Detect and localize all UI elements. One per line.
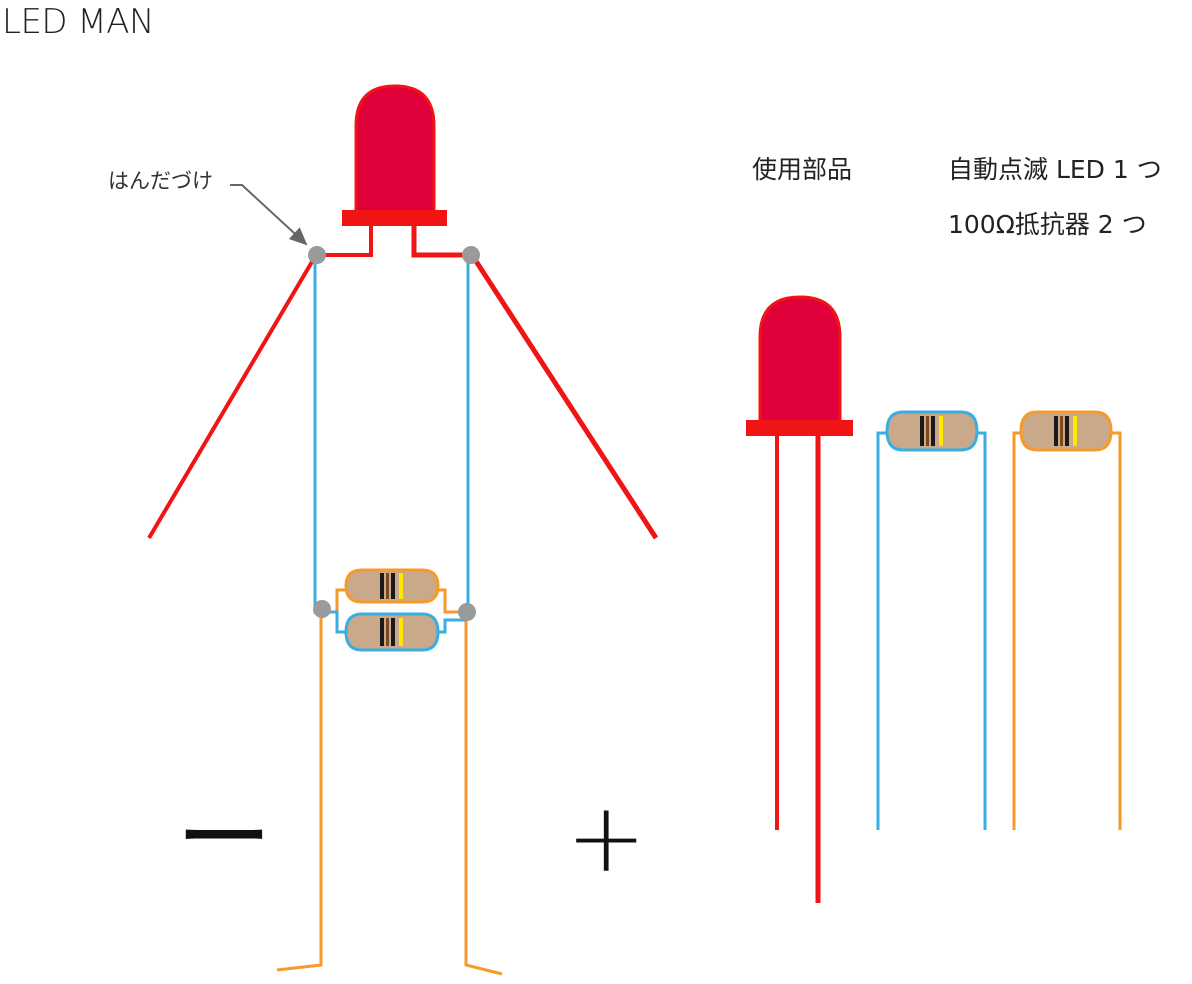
solder-point: [308, 246, 326, 264]
right-arm-wire: [469, 253, 659, 540]
parts-heading: 使用部品: [752, 155, 853, 184]
solder-point: [313, 600, 331, 618]
left-leg-wire: [276, 612, 323, 972]
led-lead-left: [316, 222, 373, 257]
minus-sign: ー: [176, 782, 272, 894]
plus-sign: +: [566, 782, 647, 894]
led-part: [746, 295, 853, 903]
resistor-orange-part: [1012, 410, 1122, 830]
resistor-blue-part: [876, 410, 987, 830]
led-lead-right: [411, 222, 470, 258]
left-body-wire: [313, 255, 322, 614]
head-led: [342, 84, 447, 226]
resistor-orange-figure: [322, 568, 466, 614]
solder-arrow: [230, 184, 308, 246]
solder-point: [462, 246, 480, 264]
parts-item-led: 自動点滅 LED 1 つ: [948, 155, 1162, 184]
resistor-blue-figure: [322, 610, 466, 652]
right-leg-wire: [464, 612, 503, 976]
parts-item-resistor: 100Ω抵抗器 2 つ: [948, 210, 1147, 239]
left-arm-wire: [147, 253, 318, 540]
page-title: LED MAN: [2, 2, 154, 42]
solder-label: はんだづけ: [108, 169, 213, 193]
solder-point: [458, 603, 476, 621]
right-body-wire: [466, 255, 470, 614]
